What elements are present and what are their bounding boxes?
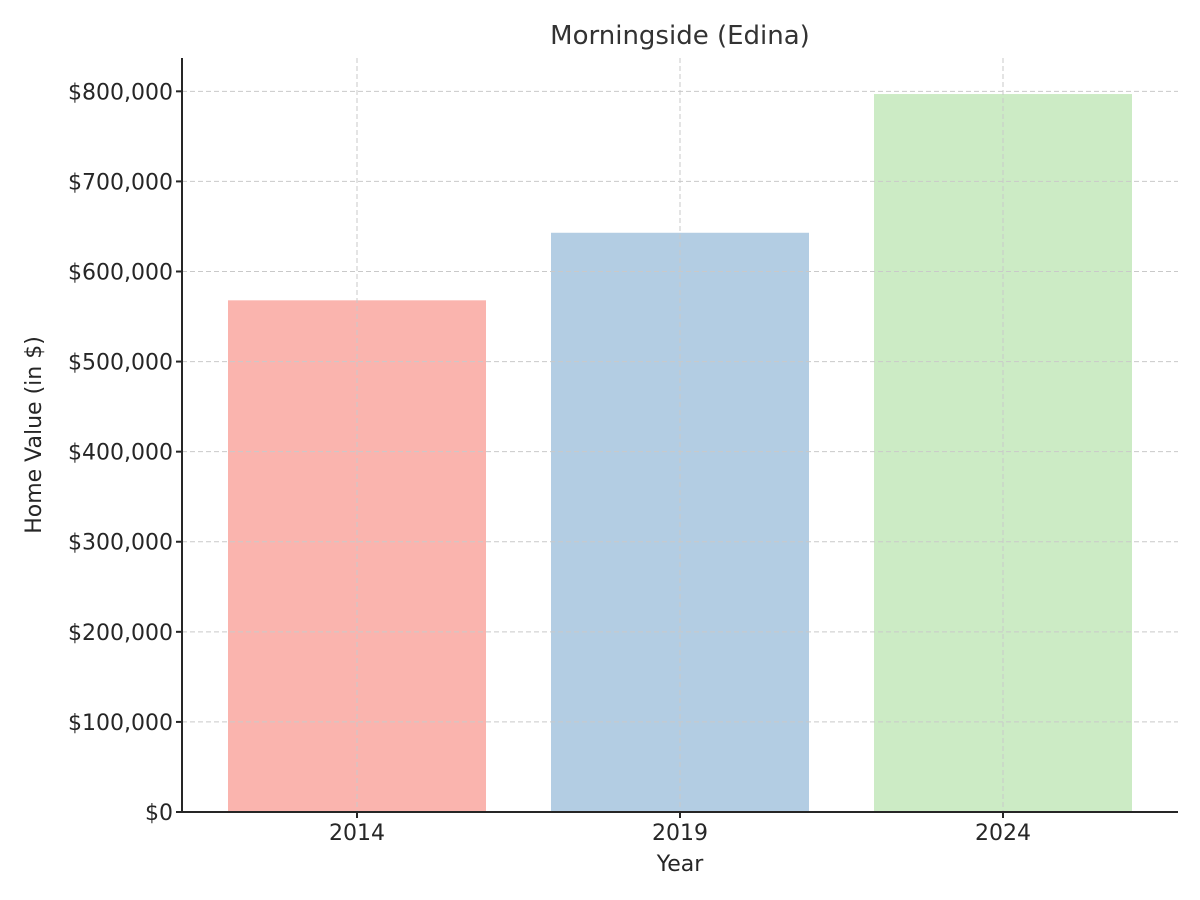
chart-title: Morningside (Edina) <box>550 21 810 51</box>
y-tick-label: $700,000 <box>68 170 173 195</box>
y-tick-label: $600,000 <box>68 260 173 285</box>
y-tick-label: $400,000 <box>68 441 173 466</box>
y-tick-label: $300,000 <box>68 531 173 556</box>
gridlines <box>182 58 1178 812</box>
y-axis-label: Home Value (in $) <box>22 336 47 534</box>
x-axis-ticks: 2014 2019 2024 <box>329 812 1031 846</box>
y-axis-ticks: $0 $100,000 $200,000 $300,000 $400,000 $500,0… <box>68 80 182 826</box>
y-tick-label: $800,000 <box>68 80 173 105</box>
x-axis-label: Year <box>656 852 705 877</box>
x-tick-label: 2024 <box>975 821 1031 846</box>
y-tick-label: $100,000 <box>68 711 173 736</box>
x-tick-label: 2019 <box>652 821 708 846</box>
y-tick-label: $500,000 <box>68 351 173 376</box>
y-tick-label: $0 <box>145 801 173 826</box>
x-tick-label: 2014 <box>329 821 385 846</box>
y-tick-label: $200,000 <box>68 621 173 646</box>
